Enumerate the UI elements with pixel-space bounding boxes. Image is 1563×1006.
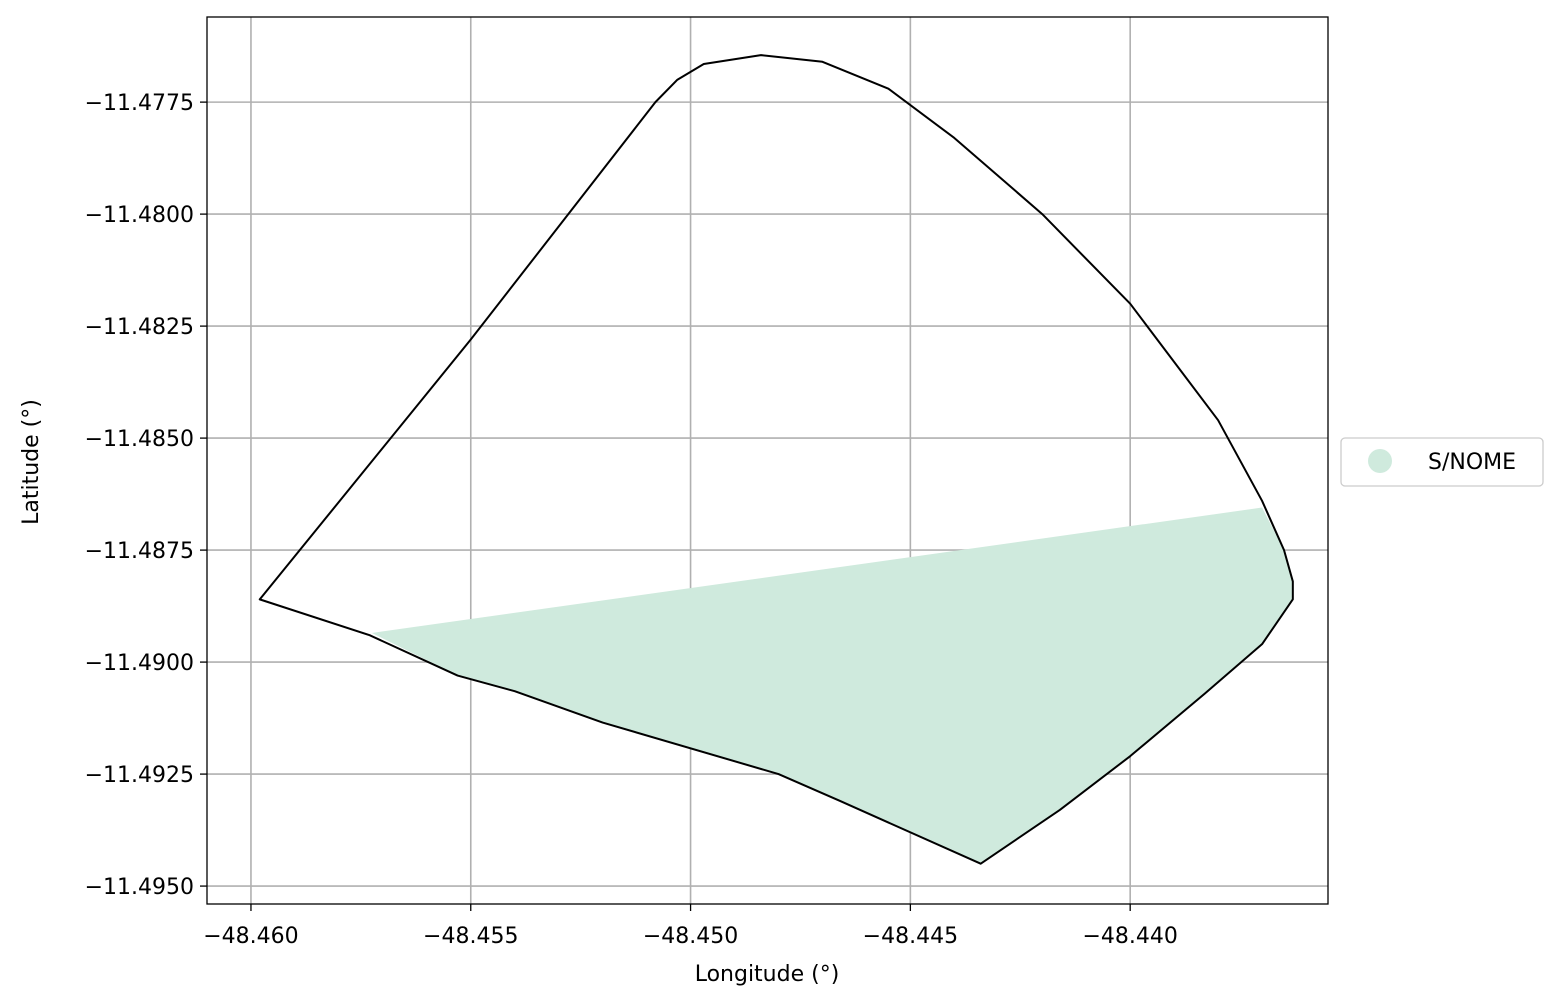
x-axis-ticks: −48.460 −48.455 −48.450 −48.445 −48.440 [203, 904, 1178, 949]
x-axis-label: Longitude (°) [695, 962, 840, 987]
x-tick-label: −48.440 [1082, 924, 1177, 949]
legend-box [1340, 437, 1544, 487]
axes-frame [206, 16, 1329, 905]
x-tick-label: −48.450 [643, 924, 738, 949]
y-tick-label: −11.4950 [85, 875, 194, 900]
boundary-outline [258, 54, 1294, 865]
x-tick-label: −48.445 [863, 924, 958, 949]
filled-region-s-nome [371, 507, 1293, 864]
x-tick-label: −48.455 [423, 924, 518, 949]
y-axis-ticks: −11.4775 −11.4800 −11.4825 −11.4850 −11.4875… [85, 91, 207, 900]
x-tick-label: −48.460 [203, 924, 298, 949]
y-tick-label: −11.4850 [85, 427, 194, 452]
y-tick-label: −11.4925 [85, 763, 194, 788]
legend-marker-s-nome [1368, 449, 1392, 473]
y-tick-label: −11.4875 [85, 539, 194, 564]
y-tick-label: −11.4775 [85, 91, 194, 116]
legend-label-s-nome: S/NOME [1428, 450, 1516, 475]
y-axis-label: Latitude (°) [19, 399, 44, 525]
map-layer [258, 54, 1294, 865]
legend: S/NOME [1340, 437, 1544, 487]
y-tick-label: −11.4825 [85, 315, 194, 340]
y-tick-label: −11.4900 [85, 651, 194, 676]
y-tick-label: −11.4800 [85, 203, 194, 228]
